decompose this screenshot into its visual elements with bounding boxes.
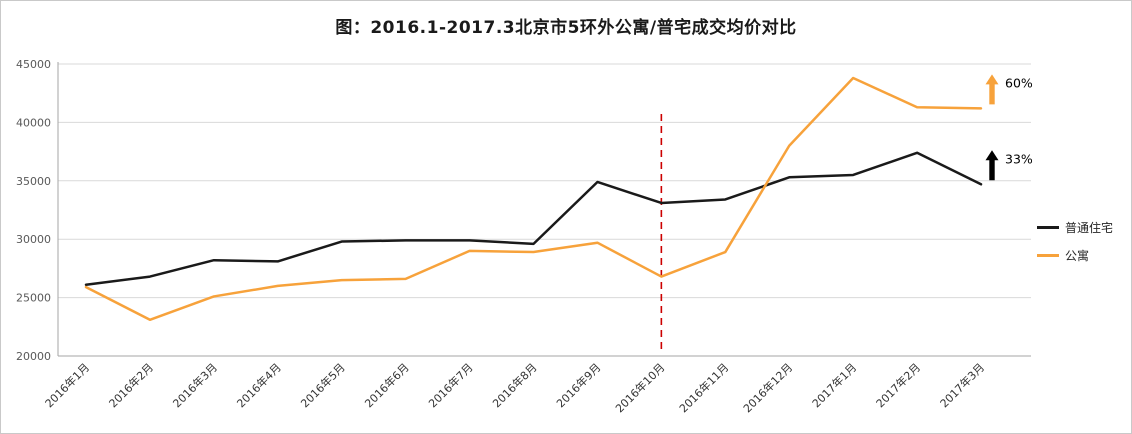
x-tick-label: 2016年11月 (676, 360, 731, 415)
x-tick-label: 2016年1月 (42, 360, 92, 410)
y-tick-label: 45000 (16, 58, 51, 71)
series-line-0 (84, 151, 983, 287)
annotation-arrow-1 (985, 150, 999, 181)
x-tick-label: 2016年10月 (612, 360, 667, 415)
y-tick-label: 20000 (16, 350, 51, 363)
annotation-arrow-0 (985, 74, 999, 105)
x-tick-label: 2016年6月 (362, 360, 412, 410)
annotation-text-1: 33% (1005, 151, 1033, 166)
y-tick-label: 30000 (16, 233, 51, 246)
x-tick-label: 2016年12月 (740, 360, 795, 415)
legend-swatch-0 (1037, 226, 1059, 229)
x-tick-label: 2016年5月 (298, 360, 348, 410)
x-tick-label: 2017年1月 (809, 360, 859, 410)
y-tick-label: 40000 (16, 116, 51, 129)
chart-title: 图：2016.1-2017.3北京市5环外公寓/普宅成交均价对比 (335, 18, 797, 38)
x-tick-label: 2016年4月 (234, 360, 284, 410)
x-tick-label: 2017年2月 (873, 360, 923, 410)
y-tick-label: 25000 (16, 292, 51, 305)
legend-label-1: 公寓 (1065, 249, 1090, 263)
x-tick-label: 2017年3月 (937, 360, 987, 410)
x-tick-label: 2016年7月 (425, 360, 475, 410)
annotation-text-0: 60% (1005, 75, 1033, 90)
legend-item-0: 普通住宅 (1037, 219, 1113, 236)
x-tick-label: 2016年2月 (106, 360, 156, 410)
x-tick-label: 2016年3月 (170, 360, 220, 410)
legend-item-1: 公寓 (1037, 247, 1113, 264)
x-tick-label: 2016年8月 (489, 360, 539, 410)
series-line-1 (84, 76, 983, 322)
legend-label-0: 普通住宅 (1065, 221, 1114, 235)
chart-legend: 普通住宅 公寓 (1037, 219, 1113, 264)
x-tick-label: 2016年9月 (553, 360, 603, 410)
y-tick-label: 35000 (16, 175, 51, 188)
legend-swatch-1 (1037, 254, 1059, 257)
